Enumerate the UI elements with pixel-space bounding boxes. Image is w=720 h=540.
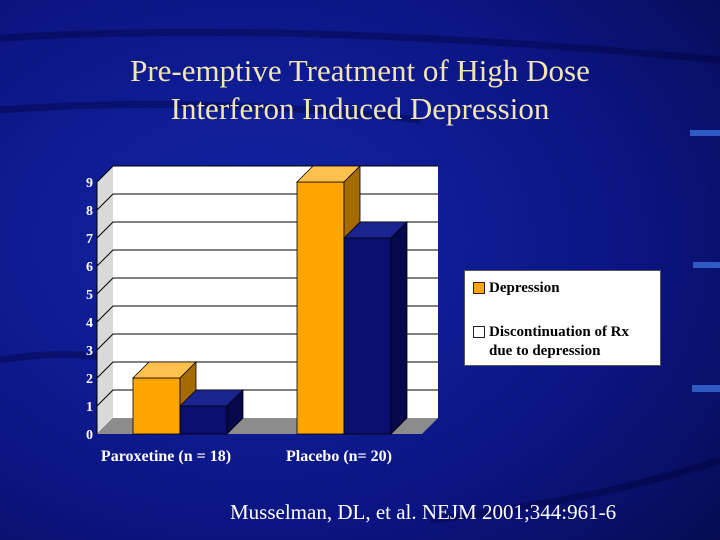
y-tick-label: 9 <box>86 176 93 191</box>
legend-swatch-depression <box>473 282 485 294</box>
slide-title-line-2: Interferon Induced Depression <box>170 91 550 126</box>
y-tick-label: 4 <box>86 316 93 331</box>
legend-label-depression: Depression <box>489 280 560 296</box>
x-category-label-1: Placebo (n= 20) <box>286 448 392 465</box>
bar-front <box>132 377 181 435</box>
y-tick-label: 6 <box>86 260 93 275</box>
slide-title: Pre-emptive Treatment of High Dose Inter… <box>0 52 720 128</box>
y-tick-label: 3 <box>86 344 93 359</box>
slide-title-line-1: Pre-emptive Treatment of High Dose <box>130 53 590 88</box>
y-tick-label: 5 <box>86 288 93 303</box>
chart-side-wall <box>97 166 113 434</box>
bar-front <box>343 237 392 435</box>
bar-front <box>296 181 345 435</box>
bar-side <box>226 389 244 435</box>
bar-discontinuation-1 <box>343 221 408 435</box>
legend-label-discontinuation-line-1: Discontinuation of Rx <box>489 324 630 340</box>
bar-side <box>390 221 408 435</box>
y-tick-label: 1 <box>86 400 93 415</box>
x-category-label-0: Paroxetine (n = 18) <box>101 448 231 465</box>
citation: Musselman, DL, et al. NEJM 2001;344:961-… <box>230 500 617 524</box>
y-tick-label: 2 <box>86 372 93 387</box>
y-tick-label: 8 <box>86 204 93 219</box>
chart-legend: Depression Discontinuation of Rx due to … <box>464 270 661 366</box>
y-tick-label: 7 <box>86 232 93 247</box>
bar-discontinuation-0 <box>179 389 244 435</box>
bar-front <box>179 405 228 435</box>
legend-label-discontinuation-line-2: due to depression <box>489 343 601 359</box>
y-tick-label: 0 <box>86 428 93 443</box>
legend-swatch-discontinuation <box>473 326 485 338</box>
